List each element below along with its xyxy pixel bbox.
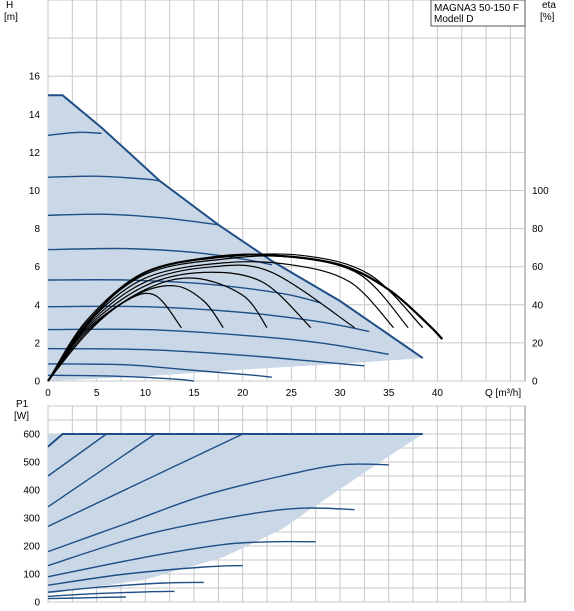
x-tick-label: 40 <box>432 388 444 399</box>
y2-tick-label: 0 <box>532 377 538 388</box>
y-tick-label: 12 <box>29 148 41 159</box>
y-tick-label: 14 <box>29 110 41 121</box>
x-axis-label: Q [m³/h] <box>485 388 521 399</box>
y-axis-label: H <box>6 0 13 11</box>
efficiency-curve <box>47 255 409 382</box>
y2-tick-label: 100 <box>532 186 549 197</box>
head-curve <box>48 94 424 359</box>
y-axis-unit: [m] <box>4 12 18 23</box>
power-curve <box>47 433 423 448</box>
power-curve <box>47 507 355 567</box>
chart-subtitle: Modell D <box>434 14 473 25</box>
p1-tick-label: 100 <box>23 570 40 581</box>
head-curve <box>47 175 160 182</box>
legend-box <box>430 0 526 27</box>
power-curve <box>47 581 204 593</box>
efficiency-curve <box>47 253 444 382</box>
power-curve <box>47 596 126 600</box>
p1-axis-unit: [W] <box>14 411 29 422</box>
power-curve <box>47 433 107 477</box>
y-tick-label: 8 <box>34 224 40 235</box>
efficiency-curve <box>47 277 268 382</box>
head-curve <box>47 363 272 378</box>
power-curve <box>47 433 156 508</box>
x-tick-label: 10 <box>140 388 152 399</box>
efficiency-curve <box>47 285 224 382</box>
x-tick-label: 15 <box>188 388 200 399</box>
y-tick-label: 6 <box>34 262 40 273</box>
head-curve <box>47 131 102 136</box>
power-curve <box>47 590 175 598</box>
head-curve <box>47 347 365 367</box>
x-tick-label: 30 <box>334 388 346 399</box>
y-tick-label: 2 <box>34 338 40 349</box>
p1-tick-label: 0 <box>34 598 40 609</box>
y2-tick-label: 60 <box>532 262 544 273</box>
y-tick-label: 10 <box>29 186 41 197</box>
x-tick-label: 20 <box>237 388 249 399</box>
efficiency-curve <box>47 253 424 382</box>
y2-tick-label: 40 <box>532 300 544 311</box>
chart-title: MAGNA3 50-150 F <box>434 3 519 14</box>
y2-tick-label: 80 <box>532 224 544 235</box>
power-curve <box>47 463 389 553</box>
head-curve <box>47 374 195 382</box>
y2-tick-label: 20 <box>532 338 544 349</box>
head-curve <box>47 247 273 266</box>
p1-tick-label: 200 <box>23 542 40 553</box>
head-curve <box>47 279 321 304</box>
p1-tick-label: 600 <box>23 430 40 441</box>
x-tick-label: 35 <box>383 388 395 399</box>
power-curve <box>47 433 244 528</box>
y2-axis-unit: [%] <box>540 12 555 23</box>
y-tick-label: 4 <box>34 300 40 311</box>
y2-axis-label: eta <box>542 0 556 11</box>
p1-tick-label: 400 <box>23 486 40 497</box>
p1-axis-label: P1 <box>16 399 29 410</box>
p1-tick-label: 300 <box>23 514 40 525</box>
y-tick-label: 16 <box>29 72 41 83</box>
head-curve <box>47 328 389 355</box>
x-tick-label: 5 <box>94 388 100 399</box>
x-tick-label: 0 <box>45 388 51 399</box>
power-curve <box>47 540 316 578</box>
power-operating-range <box>48 434 423 594</box>
power-curve <box>47 564 243 586</box>
p1-tick-label: 500 <box>23 458 40 469</box>
x-tick-label: 25 <box>286 388 298 399</box>
head-curve <box>47 213 219 226</box>
y-tick-label: 0 <box>34 377 40 388</box>
